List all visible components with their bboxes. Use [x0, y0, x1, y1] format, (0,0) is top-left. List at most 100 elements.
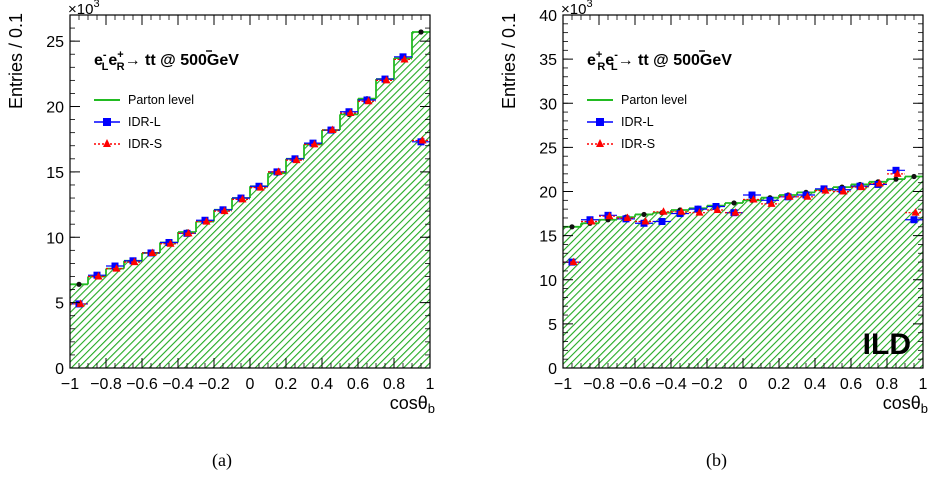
idr-l-point [910, 216, 918, 224]
legend-parton-label: Parton level [128, 93, 194, 107]
legend-idr-s-label: IDR-S [621, 137, 655, 151]
x-tick-label: 0.4 [804, 376, 826, 393]
idr-s-point [605, 211, 614, 220]
legend-idr-l-swatch [596, 118, 604, 126]
legend-idr-l-label: IDR-L [128, 115, 161, 129]
y-tick-label: 5 [548, 317, 557, 334]
caption-a: (a) [212, 450, 232, 470]
idr-s-point [130, 257, 139, 266]
idr-s-point [911, 208, 920, 216]
y-tick-label: 10 [539, 273, 557, 290]
legend-idr-l-swatch [103, 118, 111, 126]
y-tick-label: 20 [46, 100, 64, 117]
idr-s-point [274, 167, 283, 175]
x-tick-label: −0.8 [583, 376, 615, 393]
x-axis-label: cosθb [390, 393, 435, 416]
idr-l-point [111, 262, 119, 270]
idr-l-point [712, 203, 720, 211]
idr-l-point [802, 191, 810, 199]
legend-idr-s-label: IDR-S [128, 137, 162, 151]
legend-idr-s-swatch [103, 139, 111, 147]
x-tick-label: 0.6 [347, 376, 369, 393]
idr-l-point [748, 191, 756, 199]
idr-s-point [310, 139, 319, 148]
y-tick-label: 5 [55, 296, 64, 313]
idr-l-point [820, 185, 828, 193]
idr-s-point [767, 199, 776, 207]
idr-s-point [695, 208, 704, 216]
y-tick-label: 0 [548, 361, 557, 378]
x-tick-label: 1 [919, 376, 928, 393]
idr-s-point [893, 169, 902, 177]
idr-s-point [76, 299, 85, 307]
idr-s-point [382, 75, 391, 84]
y-tick-label: 15 [539, 229, 557, 246]
y-tick-label: 20 [539, 185, 557, 202]
process-label: e-Le+ R→ tt @ 500GeV [94, 49, 239, 73]
x-tick-label: 0 [246, 376, 255, 393]
x-tick-label: 1 [426, 376, 435, 393]
idr-s-point [731, 208, 740, 216]
y-tick-label: 15 [46, 165, 64, 182]
idr-s-point [184, 228, 193, 237]
y-tick-label: 40 [539, 8, 557, 25]
y-tick-label: 25 [46, 34, 64, 51]
idr-s-point [238, 194, 247, 203]
idr-l-point [892, 166, 900, 174]
x-tick-label: 0.6 [840, 376, 862, 393]
idr-s-point [256, 183, 265, 191]
y-tick-label: 25 [539, 140, 557, 157]
idr-s-point [94, 271, 103, 280]
parton-marker [893, 176, 899, 182]
idr-s-point [112, 264, 121, 272]
x-tick-label: −0.6 [126, 376, 158, 393]
x-tick-label: −0.4 [162, 376, 194, 393]
y-axis-label: Entries / 0.1 [499, 13, 519, 109]
y-tick-label: 0 [55, 361, 64, 378]
x-tick-label: 0.4 [311, 376, 333, 393]
idr-s-point [785, 192, 794, 200]
x-tick-label: 0 [739, 376, 748, 393]
idr-l-point [766, 196, 774, 204]
idr-s-point [202, 217, 211, 225]
parton-marker [418, 29, 424, 35]
parton-marker [76, 281, 82, 287]
idr-l-point [658, 218, 666, 226]
y-axis-label: Entries / 0.1 [6, 13, 26, 109]
idr-s-point [839, 187, 848, 195]
idr-l-point [838, 186, 846, 194]
idr-s-point [713, 205, 722, 214]
x-tick-label: −1 [554, 376, 572, 393]
idr-s-point [569, 257, 578, 266]
caption-b: (b) [706, 450, 727, 470]
x-tick-label: 0.2 [275, 376, 297, 393]
idr-s-point [346, 108, 355, 117]
parton-marker [911, 173, 917, 180]
x-tick-label: −0.4 [655, 376, 687, 393]
y-exponent: ×103 [68, 0, 100, 18]
y-tick-label: 35 [539, 52, 557, 69]
x-tick-label: −0.2 [691, 376, 723, 393]
idr-s-point [659, 207, 668, 215]
idr-s-point [418, 136, 427, 144]
idr-s-point [821, 186, 830, 194]
chart-panel-b: 0 5 10 15 20 25 30 35 40 −1 −0.8 −0.6 −0.4 −0.2 0 0.2 0.… [499, 0, 928, 416]
legend-idr-s-swatch [596, 139, 604, 147]
idr-s-point [749, 194, 758, 203]
x-tick-label: −0.8 [90, 376, 122, 393]
idr-l-point [694, 205, 702, 213]
idr-s-point [148, 248, 157, 256]
y-tick-label: 10 [46, 230, 64, 247]
idr-s-point [328, 125, 337, 134]
idr-s-point [364, 96, 373, 105]
x-tick-label: 0.2 [768, 376, 790, 393]
parton-hist-fill [563, 176, 923, 368]
idr-s-point [400, 54, 409, 63]
x-axis-label: cosθb [883, 393, 928, 416]
legend-parton-label: Parton level [621, 93, 687, 107]
ild-watermark: ILD [863, 328, 911, 361]
idr-s-point [220, 206, 229, 215]
x-tick-label: −1 [61, 376, 79, 393]
idr-s-point [875, 179, 884, 187]
idr-l-point [399, 53, 407, 61]
